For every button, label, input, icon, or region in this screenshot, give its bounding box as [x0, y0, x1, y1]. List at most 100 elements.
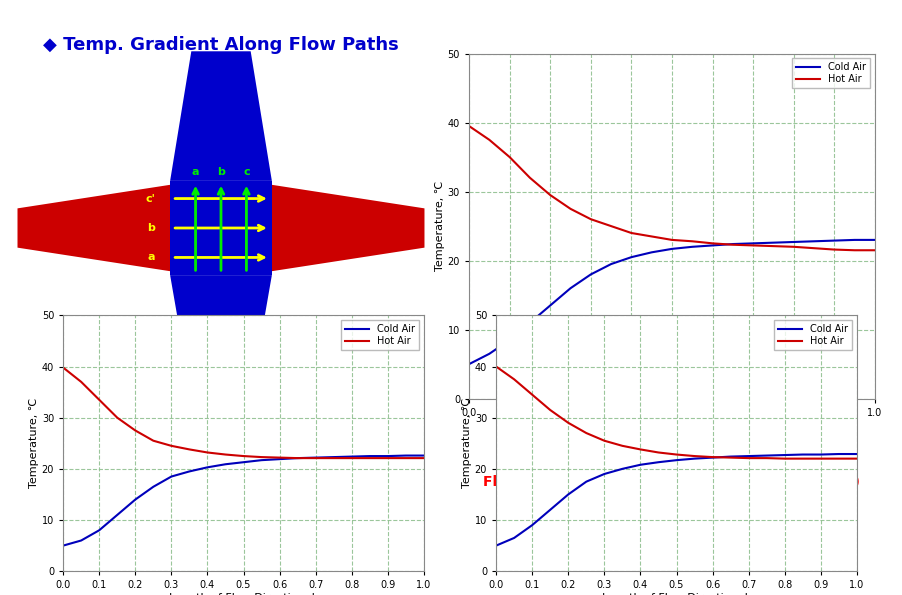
- Hot Air: [626, 230, 637, 237]
- Hot Air: [851, 455, 862, 462]
- Cold Air: [220, 461, 231, 468]
- Cold Air: [743, 452, 754, 459]
- Hot Air: [484, 136, 495, 143]
- Line: Cold Air: Cold Air: [63, 456, 424, 546]
- Cold Air: [653, 459, 664, 466]
- Hot Air: [653, 449, 664, 456]
- Cold Air: [725, 453, 736, 460]
- Line: Cold Air: Cold Air: [469, 240, 875, 364]
- Cold Air: [504, 336, 515, 343]
- Hot Air: [256, 453, 267, 461]
- Text: c: c: [244, 167, 250, 177]
- Hot Air: [748, 242, 759, 249]
- Cold Air: [606, 261, 617, 268]
- Hot Air: [768, 243, 778, 250]
- Hot Air: [743, 455, 754, 462]
- Text: a: a: [192, 167, 199, 177]
- Hot Air: [646, 233, 657, 240]
- Hot Air: [667, 236, 677, 243]
- Cold Air: [761, 452, 772, 459]
- Hot Air: [382, 455, 393, 462]
- Cold Air: [671, 456, 682, 464]
- Cold Air: [689, 455, 700, 462]
- Cold Air: [166, 473, 177, 480]
- Hot Air: [292, 455, 303, 462]
- Cold Air: [274, 456, 285, 463]
- Cold Air: [58, 542, 69, 549]
- Cold Air: [148, 483, 159, 490]
- Line: Hot Air: Hot Air: [469, 126, 875, 250]
- Hot Air: [725, 454, 736, 461]
- Hot Air: [606, 223, 617, 230]
- Hot Air: [808, 245, 819, 252]
- Legend: Cold Air, Hot Air: Cold Air, Hot Air: [774, 320, 852, 350]
- Cold Air: [626, 253, 637, 261]
- Hot Air: [112, 414, 123, 421]
- Cold Air: [635, 461, 646, 468]
- X-axis label: Length of Flow Direction, L: Length of Flow Direction, L: [169, 593, 318, 595]
- Hot Air: [527, 391, 538, 398]
- Cold Air: [238, 459, 249, 466]
- Hot Air: [346, 455, 357, 462]
- Cold Air: [563, 491, 574, 498]
- Cold Air: [545, 302, 556, 309]
- Cold Air: [94, 527, 105, 534]
- Hot Air: [545, 192, 556, 199]
- Hot Air: [585, 215, 596, 223]
- Cold Air: [484, 350, 495, 358]
- Hot Air: [166, 442, 177, 449]
- Cold Air: [707, 454, 718, 461]
- Hot Air: [148, 437, 159, 444]
- Cold Air: [797, 451, 808, 458]
- Cold Air: [491, 542, 502, 549]
- Cold Air: [310, 454, 321, 461]
- Cold Air: [617, 465, 628, 472]
- Cold Air: [727, 240, 738, 248]
- Cold Air: [779, 452, 790, 459]
- Cold Air: [707, 242, 718, 249]
- Cold Air: [815, 451, 826, 458]
- Hot Air: [779, 455, 790, 462]
- Cold Air: [851, 450, 862, 458]
- Cold Air: [292, 455, 303, 462]
- Hot Air: [850, 247, 861, 254]
- Cold Air: [382, 452, 393, 459]
- Cold Air: [256, 456, 267, 464]
- Cold Air: [646, 249, 657, 256]
- Hot Air: [491, 363, 502, 370]
- Text: Flow Temp. Gradient along Flow Direction (a-a`): Flow Temp. Gradient along Flow Direction…: [483, 475, 861, 489]
- Polygon shape: [170, 275, 272, 397]
- Cold Air: [524, 319, 535, 326]
- Polygon shape: [17, 185, 170, 271]
- Hot Air: [274, 454, 285, 461]
- Hot Air: [761, 455, 772, 462]
- Hot Air: [328, 455, 339, 462]
- Cold Air: [130, 496, 141, 503]
- Cold Air: [76, 537, 87, 544]
- Cold Air: [850, 236, 861, 243]
- Y-axis label: Temperature, ℃: Temperature, ℃: [435, 181, 445, 271]
- Hot Air: [707, 453, 718, 461]
- Cold Air: [419, 452, 429, 459]
- Cold Air: [346, 453, 357, 460]
- Hot Air: [94, 396, 105, 403]
- Hot Air: [870, 247, 880, 254]
- Cold Air: [599, 471, 610, 478]
- X-axis label: Length of Flow Direction, L: Length of Flow Direction, L: [602, 593, 751, 595]
- Text: ◆ Temp. Gradient Along Flow Paths: ◆ Temp. Gradient Along Flow Paths: [43, 36, 399, 54]
- Cold Air: [581, 478, 592, 486]
- Cold Air: [184, 468, 195, 475]
- Hot Air: [635, 446, 646, 453]
- Hot Air: [815, 455, 826, 462]
- Text: b: b: [217, 167, 225, 177]
- Cold Air: [667, 245, 677, 252]
- Cold Air: [328, 453, 339, 461]
- Hot Air: [599, 437, 610, 444]
- Legend: Cold Air, Hot Air: Cold Air, Hot Air: [341, 320, 419, 350]
- Hot Air: [464, 123, 474, 130]
- Hot Air: [797, 455, 808, 462]
- Cold Air: [585, 271, 596, 278]
- X-axis label: Length of Flow Direction, L: Length of Flow Direction, L: [597, 421, 747, 430]
- Bar: [170, 181, 272, 275]
- Polygon shape: [170, 51, 272, 181]
